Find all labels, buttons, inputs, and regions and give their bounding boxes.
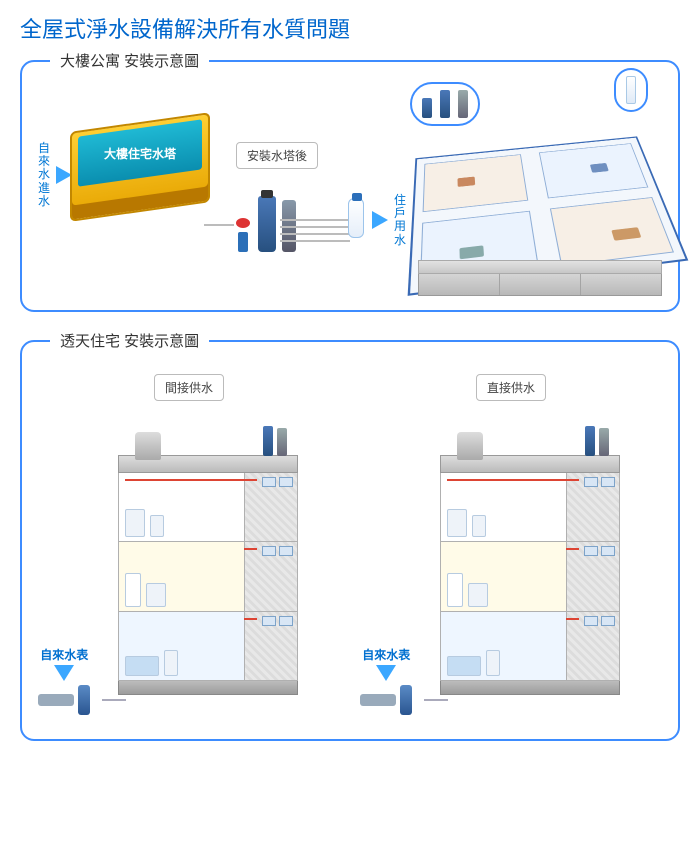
mini-softener-icon	[440, 90, 450, 118]
prefilter-icon	[400, 685, 412, 715]
apartment-flow-diagram: 自來水進水 大樓住宅水塔 安裝水塔後	[36, 86, 394, 296]
meter-label: 自來水表	[40, 646, 88, 663]
prefilter-icon	[78, 685, 90, 715]
pipe-lines-icon	[280, 214, 350, 247]
roof-carbon-icon	[599, 428, 609, 456]
house-base	[118, 681, 298, 695]
floor-3	[118, 473, 298, 542]
roof-carbon-icon	[277, 428, 287, 456]
inlet-label: 自來水進水	[36, 142, 52, 208]
mini-carbon-icon	[458, 90, 468, 118]
apartment-floorplan	[404, 86, 664, 296]
floor-2	[440, 542, 620, 611]
panel-house-title: 透天住宅 安裝示意圖	[50, 330, 209, 351]
house-base	[440, 681, 620, 695]
floor-3	[440, 473, 620, 542]
post-tank-label: 安裝水塔後	[236, 142, 318, 169]
roof-softener-icon	[263, 426, 273, 456]
roof-softener-icon	[585, 426, 595, 456]
tank-label: 大樓住宅水塔	[104, 145, 176, 162]
floor-1	[118, 612, 298, 681]
pipe-icon	[102, 699, 126, 701]
panel-apartment: 大樓公寓 安裝示意圖 自來水進水 大樓住宅水塔 安裝水塔後	[20, 60, 680, 312]
direct-supply-label: 直接供水	[476, 374, 546, 401]
meter-label: 自來水表	[362, 646, 410, 663]
floor-1	[440, 612, 620, 681]
roof-tank-icon	[135, 432, 161, 460]
mini-endfilter-icon	[626, 76, 636, 104]
water-meter-icon	[360, 694, 396, 706]
building-water-tank: 大樓住宅水塔	[70, 122, 210, 212]
pipe-icon	[204, 224, 234, 226]
end-filter-icon	[348, 198, 364, 238]
water-meter-group: 自來水表	[38, 646, 90, 715]
roof-filter-group	[585, 426, 609, 456]
pipe-icon	[424, 699, 448, 701]
softener-icon	[258, 196, 276, 252]
house-col-direct: 直接供水 自來水表	[360, 374, 661, 725]
arrow-down-icon	[376, 665, 396, 681]
mini-prefilter-icon	[422, 98, 432, 118]
house-building	[440, 455, 620, 695]
valve-icon	[234, 226, 252, 252]
water-meter-icon	[38, 694, 74, 706]
panel-house: 透天住宅 安裝示意圖 間接供水 自來水表	[20, 340, 680, 741]
callout-devices-right	[614, 68, 648, 112]
house-building	[118, 455, 298, 695]
page-title: 全屋式淨水設備解決所有水質問題	[20, 12, 680, 44]
arrow-right-icon	[372, 211, 388, 229]
floor-2	[118, 542, 298, 611]
roof-filter-group	[263, 426, 287, 456]
callout-devices-left	[410, 82, 480, 126]
house-col-indirect: 間接供水 自來水表	[38, 374, 339, 725]
water-meter-group: 自來水表	[360, 646, 412, 715]
indirect-supply-label: 間接供水	[154, 374, 224, 401]
panel-apartment-title: 大樓公寓 安裝示意圖	[50, 50, 209, 71]
arrow-down-icon	[54, 665, 74, 681]
roof-tank-icon	[457, 432, 483, 460]
